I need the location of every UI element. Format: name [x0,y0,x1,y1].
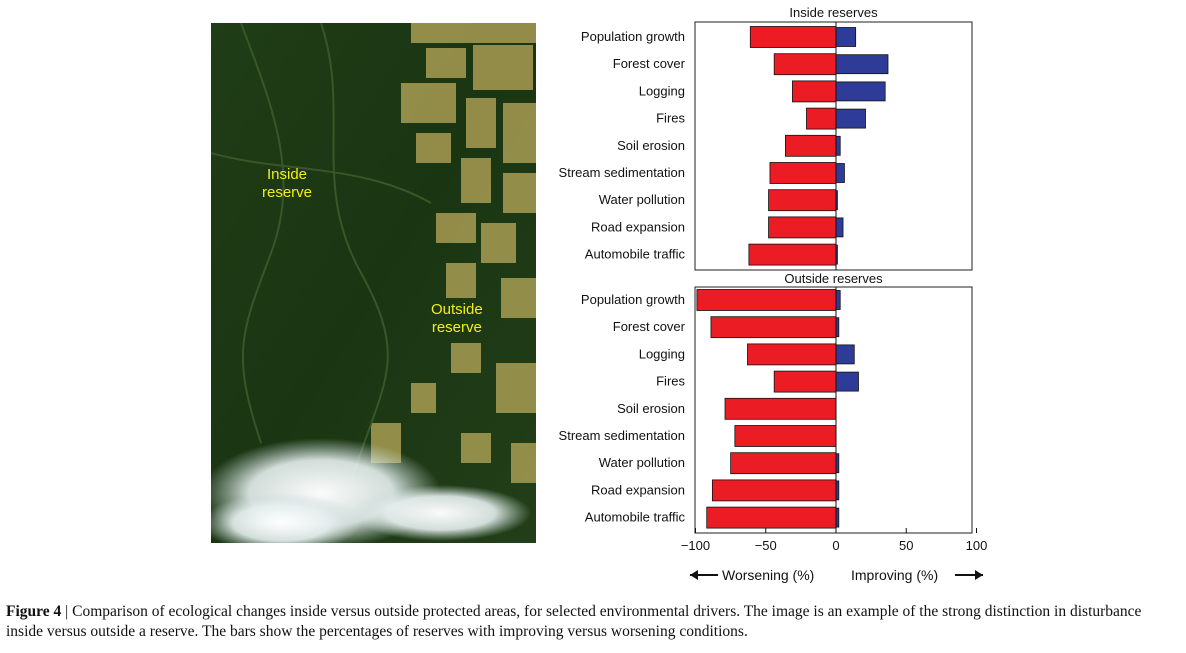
rivers [211,23,432,484]
inside-improving-bar [835,108,866,129]
inside-category-label: Logging [639,83,685,98]
inside-category-label: Road expansion [591,219,685,234]
improving-direction-label: Improving (%) [851,567,938,583]
outside-category-label: Fires [656,374,685,389]
inside-category-label: Population growth [581,29,685,44]
x-tick-label: −100 [681,538,710,553]
x-tick-label: 100 [966,538,988,553]
inside-category-label: Stream sedimentation [559,165,685,180]
outside-improving-bar [835,344,855,365]
inside-worsening-bar [768,216,837,239]
outside-worsening-bar [747,343,837,366]
outside-worsening-bar [706,506,837,529]
outside-worsening-bar [710,316,837,339]
worsening-direction-label: Worsening (%) [722,567,814,583]
satellite-image [211,23,536,543]
outside-worsening-bar [711,479,837,502]
inside-worsening-bar [806,107,837,130]
outside-worsening-bar [734,425,837,447]
worsening-arrow-head [690,570,698,580]
inside-worsening-bar [769,162,837,184]
inside-category-label: Soil erosion [617,138,685,153]
x-tick-label: 0 [832,538,839,553]
improving-arrow-head [975,570,983,580]
outside-worsening-bar [773,370,837,393]
bar-chart-figure: Inside reserves Population growth Forest c… [559,5,988,583]
caption-text: Comparison of ecological changes inside … [6,603,1142,640]
outside-panel-title: Outside reserves [784,271,883,286]
outside-category-label: Stream sedimentation [559,428,685,443]
outside-reserve-label: Outside reserve [431,301,483,336]
inside-worsening-bar [773,53,837,76]
outside-category-label: Population growth [581,292,685,307]
inside-improving-bar [835,163,845,183]
x-tick-label: −50 [755,538,777,553]
outside-improving-bar [835,371,859,392]
caption-separator: | [61,603,73,620]
inside-worsening-bar [749,26,837,48]
inside-improving-bar [835,27,857,47]
inside-worsening-bar [748,243,837,266]
inside-worsening-bar [768,189,837,212]
inside-panel-title: Inside reserves [789,5,878,20]
inside-worsening-bar [785,134,837,157]
inside-reserve-label: Inside reserve [262,166,313,201]
outside-category-label: Water pollution [599,455,685,470]
figure-caption: Figure 4 | Comparison of ecological chan… [6,602,1182,642]
outside-worsening-bar [696,289,837,311]
outside-worsening-bar [730,452,837,475]
outside-category-label: Soil erosion [617,401,685,416]
inside-category-label: Automobile traffic [585,247,686,262]
inside-category-label: Fires [656,111,685,126]
deforested-patches [371,23,536,483]
outside-worsening-bar [724,397,837,420]
outside-category-label: Automobile traffic [585,510,686,525]
outside-improving-bar [835,290,841,310]
outside-category-label: Logging [639,346,685,361]
caption-figure-number: Figure 4 [6,603,62,620]
inside-improving-bar [835,81,886,102]
outside-category-label: Forest cover [613,319,686,334]
x-tick-label: 50 [899,538,913,553]
inside-improving-bar [835,54,889,75]
inside-improving-bar [835,135,841,156]
inside-worsening-bar [792,80,837,103]
inside-category-label: Water pollution [599,192,685,207]
inside-category-label: Forest cover [613,56,686,71]
inside-improving-bar [835,217,844,238]
outside-category-label: Road expansion [591,482,685,497]
